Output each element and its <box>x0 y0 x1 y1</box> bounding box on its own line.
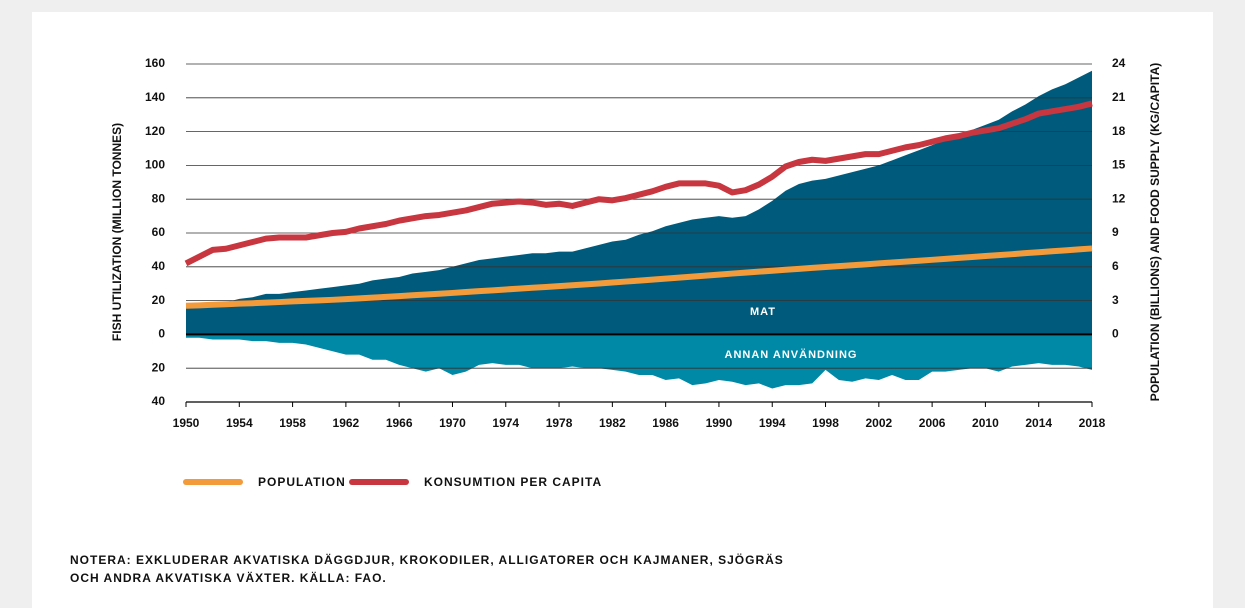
x-tick-label: 1962 <box>333 416 360 430</box>
x-tick-label: 2002 <box>865 416 892 430</box>
y-tick-label: 140 <box>145 90 165 104</box>
x-tick-label: 1990 <box>706 416 733 430</box>
y-axis-title: FISH UTILIZATION (MILLION TONNES) <box>110 123 124 341</box>
x-tick-label: 2010 <box>972 416 999 430</box>
y2-tick-label: 0 <box>1112 327 1119 341</box>
area <box>186 334 1092 389</box>
x-tick-label: 1974 <box>492 416 519 430</box>
y-tick-label: 80 <box>152 191 166 205</box>
y-tick-label: 40 <box>152 394 166 408</box>
y-tick-label: 0 <box>158 327 165 341</box>
y-tick-label: 20 <box>152 360 166 374</box>
y2-tick-label: 3 <box>1112 293 1119 307</box>
y-tick-label: 60 <box>152 225 166 239</box>
line <box>184 100 1093 267</box>
y2-tick-label: 18 <box>1112 124 1126 138</box>
x-tick-label: 1986 <box>652 416 679 430</box>
x-tick-label: 2006 <box>919 416 946 430</box>
x-tick-label: 1958 <box>279 416 306 430</box>
line <box>185 245 1093 309</box>
x-tick-label: 1966 <box>386 416 413 430</box>
y2-tick-label: 12 <box>1112 191 1126 205</box>
legend-label: POPULATION <box>258 475 346 489</box>
note-line: OCH ANDRA AKVATISKA VÄXTER. KÄLLA: FAO. <box>70 570 387 585</box>
x-tick-label: 1998 <box>812 416 839 430</box>
x-tick-label: 1950 <box>173 416 200 430</box>
x-tick-label: 2014 <box>1025 416 1052 430</box>
y2-tick-label: 6 <box>1112 259 1119 273</box>
x-tick-label: 1970 <box>439 416 466 430</box>
y2-axis-title: POPULATION (BILLIONS) AND FOOD SUPPLY (K… <box>1148 63 1162 401</box>
y-tick-label: 120 <box>145 124 165 138</box>
y2-tick-label: 9 <box>1112 225 1119 239</box>
area <box>186 70 1092 335</box>
note-line: NOTERA: EXKLUDERAR AKVATISKA DÄGGDJUR, K… <box>70 552 784 567</box>
x-tick-label: 1982 <box>599 416 626 430</box>
x-tick-label: 1954 <box>226 416 253 430</box>
x-tick-label: 1994 <box>759 416 786 430</box>
y2-tick-label: 21 <box>1112 90 1126 104</box>
area-label: ANNAN ANVÄNDNING <box>725 348 858 361</box>
y2-tick-label: 15 <box>1112 158 1126 172</box>
y-tick-label: 160 <box>145 56 165 70</box>
y-tick-label: 100 <box>145 158 165 172</box>
y2-tick-label: 24 <box>1112 56 1126 70</box>
y-tick-label: 20 <box>152 293 166 307</box>
legend-label: KONSUMTION PER CAPITA <box>424 475 602 489</box>
y-tick-label: 40 <box>152 259 166 273</box>
area-label: MAT <box>750 306 776 318</box>
x-tick-label: 2018 <box>1079 416 1106 430</box>
x-tick-label: 1978 <box>546 416 573 430</box>
